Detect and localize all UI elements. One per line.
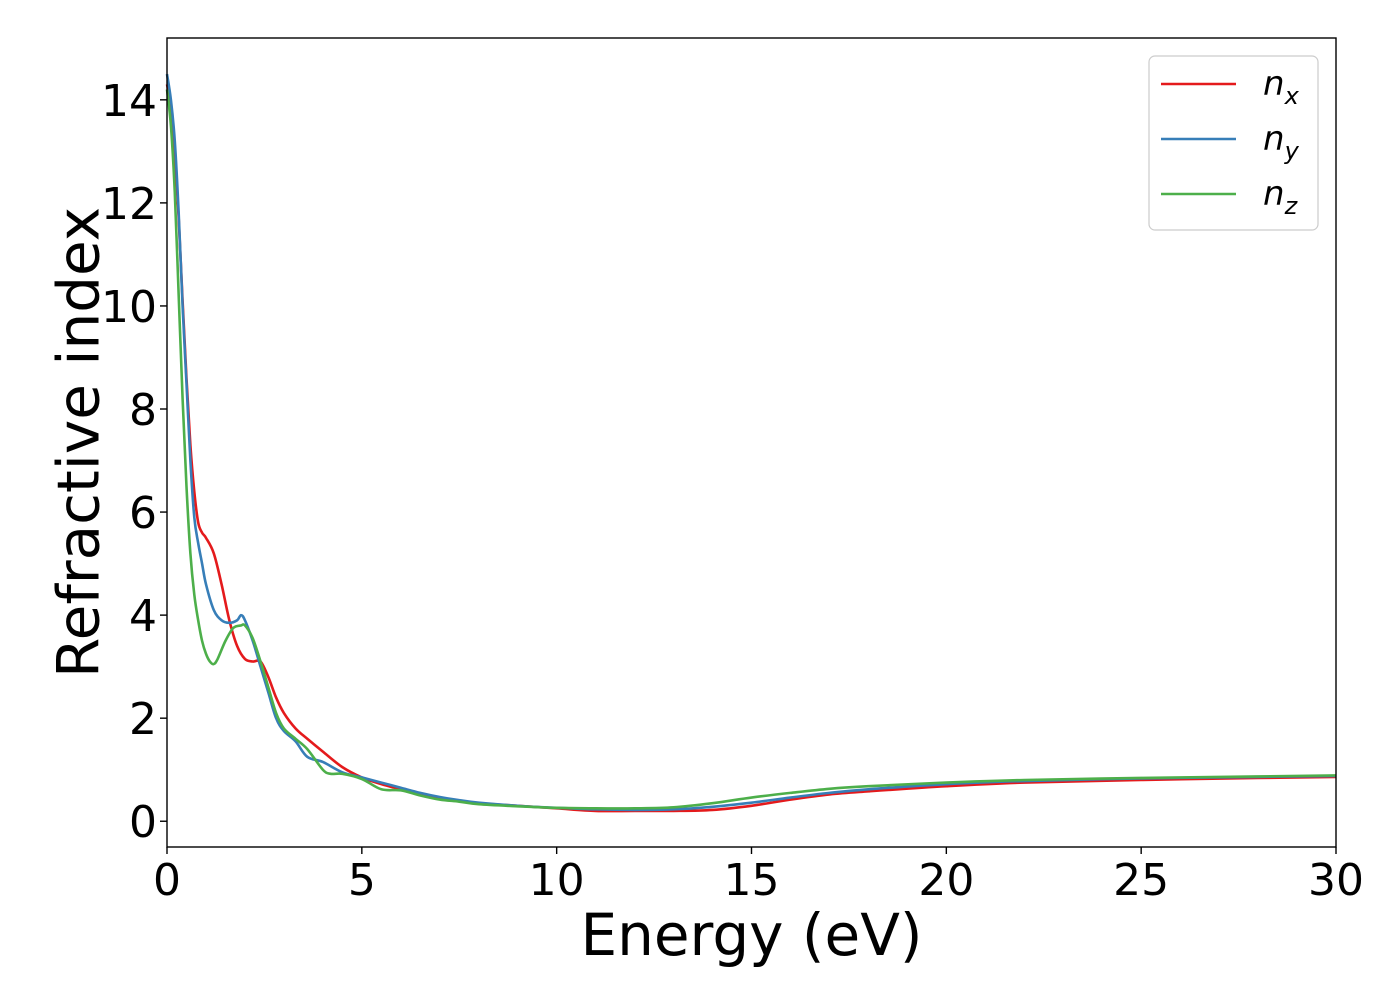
x-tick-label: 15: [724, 855, 780, 906]
y-tick-label: 14: [101, 76, 157, 127]
series-line-nz: [165, 89, 1337, 810]
legend-subscript: x: [1284, 82, 1300, 110]
x-tick-label: 0: [153, 855, 181, 906]
x-tick-label: 25: [1113, 855, 1169, 906]
series-layer: [165, 73, 1337, 813]
x-tick-label: 10: [529, 855, 585, 906]
legend-label-ny: ny: [1263, 119, 1300, 165]
y-tick-label: 6: [129, 488, 157, 539]
y-tick-label: 12: [101, 179, 157, 230]
legend-subscript: z: [1284, 192, 1299, 220]
y-tick-label: 4: [129, 591, 157, 642]
x-tick-label: 20: [918, 855, 974, 906]
y-tick-label: 10: [101, 282, 157, 333]
legend-label-nx: nx: [1263, 64, 1300, 110]
x-axis-title: Energy (eV): [580, 901, 922, 969]
x-tick-label: 30: [1308, 855, 1364, 906]
y-axis-title: Refractive index: [44, 207, 112, 678]
y-tick-label: 2: [129, 694, 157, 745]
ticks-layer: 0 5 10 15 20 25 30 0 2 4 6 8 10 12 14: [101, 76, 1364, 906]
y-tick-label: 8: [129, 385, 157, 436]
legend-subscript: y: [1284, 137, 1300, 165]
y-tick-label: 0: [129, 797, 157, 848]
x-tick-label: 5: [348, 855, 376, 906]
series-line-nx: [165, 84, 1337, 813]
legend-box: [1148, 55, 1319, 231]
series-line-ny: [165, 73, 1337, 812]
